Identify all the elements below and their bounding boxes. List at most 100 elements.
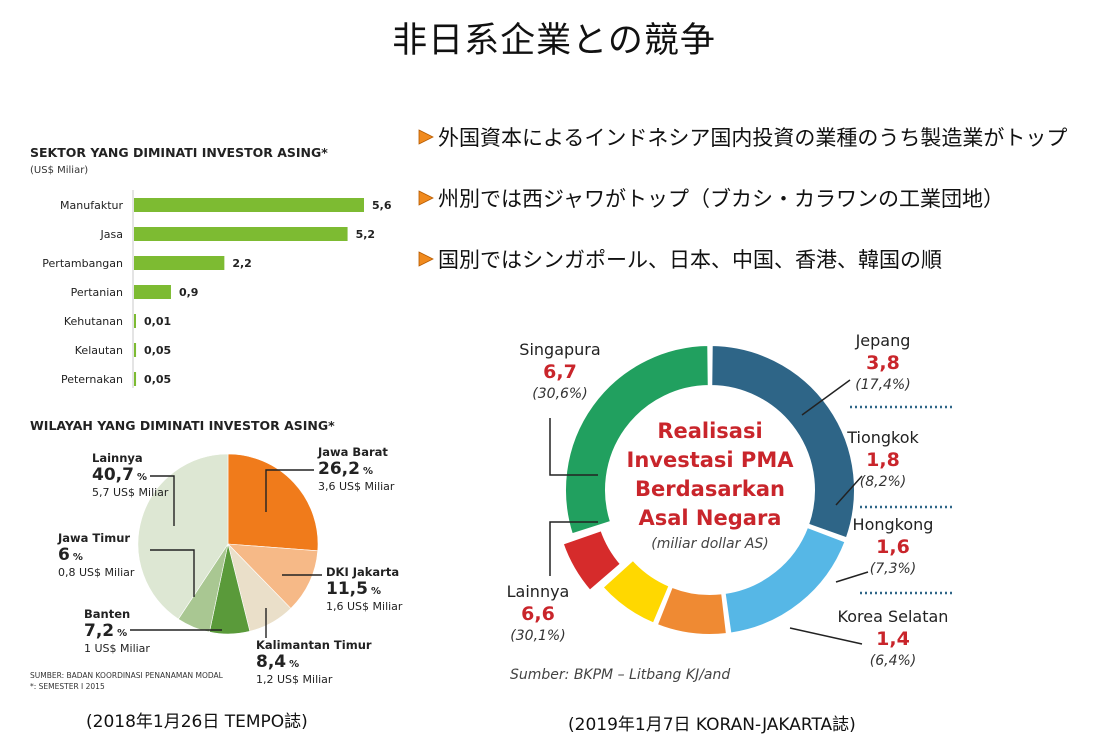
pie-slice-name: Lainnya bbox=[92, 451, 143, 465]
pie-slice-percent: 8,4% bbox=[256, 652, 299, 672]
bar bbox=[134, 372, 137, 386]
bar-category-label: Pertambangan bbox=[42, 257, 123, 270]
bar-category-label: Kelautan bbox=[75, 344, 123, 357]
bar bbox=[134, 198, 364, 212]
donut-center-title: Asal Negara bbox=[639, 506, 782, 530]
donut-slice-value: 3,8 bbox=[866, 352, 900, 374]
donut-center-title: Berdasarkan bbox=[635, 477, 785, 501]
pie-slice-percent: 6% bbox=[58, 545, 83, 565]
pie-slice-name: Kalimantan Timur bbox=[256, 638, 372, 652]
donut-slice-value: 1,4 bbox=[876, 628, 910, 650]
bar-category-label: Jasa bbox=[100, 228, 123, 241]
donut-leader-line bbox=[835, 475, 863, 506]
donut-leader-line bbox=[835, 571, 869, 583]
donut-slice bbox=[723, 525, 847, 635]
bar-chart-title: SEKTOR YANG DIMINATI INVESTOR ASING* bbox=[30, 145, 328, 160]
koran-jakarta-infographic: Singapura 6,7 (30,6%) Jepang 3,8 (17,4%) Tiong… bbox=[507, 331, 955, 683]
donut-labels: Singapura 6,7 (30,6%) Jepang 3,8 (17,4%) Tiong… bbox=[507, 331, 949, 669]
donut-slice bbox=[564, 343, 710, 536]
donut-slice-value: 1,8 bbox=[866, 449, 900, 471]
bar-category-label: Manufaktur bbox=[60, 199, 123, 212]
pie-source: SUMBER: BADAN KOORDINASI PENANAMAN MODAL bbox=[30, 671, 224, 680]
bar-value-label: 0,01 bbox=[144, 315, 171, 328]
donut-slice bbox=[601, 558, 671, 625]
pie-leader-line bbox=[150, 549, 195, 597]
donut-slice-percent: (30,1%) bbox=[510, 628, 565, 644]
pie-slice-usd: 5,7 US$ Miliar bbox=[92, 486, 169, 499]
pie-slice-usd: 3,6 US$ Miliar bbox=[318, 480, 395, 493]
donut-slice-name: Korea Selatan bbox=[838, 607, 949, 626]
bullet-item: 州別では西ジャワがトップ（ブカシ・カラワンの工業団地） bbox=[418, 183, 1004, 213]
donut-center-subtitle: (miliar dollar AS) bbox=[651, 536, 769, 552]
bar-chart: Manufaktur 5,6 Jasa 5,2 Pertambangan 2,2 Perta… bbox=[42, 198, 392, 386]
donut-slice-percent: (6,4%) bbox=[870, 653, 917, 669]
pie-slice-usd: 0,8 US$ Miliar bbox=[58, 566, 135, 579]
donut-slice-name: Jepang bbox=[855, 331, 911, 350]
donut-slice-name: Lainnya bbox=[507, 582, 570, 601]
donut-leader-line bbox=[549, 521, 598, 576]
pie-slice bbox=[227, 543, 319, 609]
bar bbox=[134, 285, 171, 299]
donut-slice bbox=[561, 528, 623, 593]
donut-slice-value: 1,6 bbox=[876, 536, 910, 558]
bullet-item: 国別ではシンガポール、日本、中国、香港、韓国の順 bbox=[418, 244, 942, 274]
bar-category-label: Peternakan bbox=[61, 373, 123, 386]
donut-slice bbox=[655, 585, 729, 636]
donut-leader-line bbox=[789, 627, 863, 645]
bar bbox=[134, 343, 137, 357]
tempo-infographic: SEKTOR YANG DIMINATI INVESTOR ASING* (US… bbox=[30, 145, 403, 691]
bar bbox=[134, 256, 225, 270]
page-title: 非日系企業との競争 bbox=[392, 21, 716, 61]
donut-slice-name: Hongkong bbox=[853, 515, 934, 534]
bar-value-label: 2,2 bbox=[232, 257, 252, 270]
donut-slice bbox=[710, 343, 856, 540]
pie-slice-usd: 1,2 US$ Miliar bbox=[256, 673, 333, 686]
pie-leader-line bbox=[150, 475, 175, 526]
donut-center-title: Investasi PMA bbox=[627, 448, 795, 472]
pie-slice-name: Jawa Barat bbox=[317, 445, 388, 459]
pie-leader-line bbox=[265, 469, 314, 512]
donut-slice-value: 6,7 bbox=[543, 361, 577, 383]
pie-slice-percent: 40,7% bbox=[92, 465, 147, 485]
bar bbox=[134, 314, 136, 328]
pie-slice-usd: 1,6 US$ Miliar bbox=[326, 600, 403, 613]
bar-value-label: 0,9 bbox=[179, 286, 199, 299]
pie-chart-title: WILAYAH YANG DIMINATI INVESTOR ASING* bbox=[30, 418, 335, 433]
donut-source: Sumber: BKPM – Litbang KJ/and bbox=[510, 667, 730, 683]
pie-slice-name: Banten bbox=[84, 607, 130, 621]
donut-leader-lines bbox=[549, 379, 955, 645]
bullet-arrow-icon bbox=[418, 190, 434, 206]
pie-slice-name: Jawa Timur bbox=[57, 531, 130, 545]
bar-value-label: 5,2 bbox=[356, 228, 376, 241]
pie-note: *: SEMESTER I 2015 bbox=[30, 682, 105, 691]
donut-leader-line bbox=[801, 379, 851, 416]
bullet-arrow-icon bbox=[418, 129, 434, 145]
donut-slice-percent: (8,2%) bbox=[860, 474, 907, 490]
bullet-text: 国別ではシンガポール、日本、中国、香港、韓国の順 bbox=[438, 248, 942, 272]
donut-slice-value: 6,6 bbox=[521, 603, 555, 625]
bullet-arrow-icon bbox=[418, 251, 434, 267]
bullet-text: 外国資本によるインドネシア国内投資の業種のうち製造業がトップ bbox=[438, 126, 1068, 150]
donut-center-title: Realisasi bbox=[657, 419, 762, 443]
region-pie-chart bbox=[137, 453, 319, 635]
donut-slice-percent: (7,3%) bbox=[870, 561, 917, 577]
pie-slice-usd: 1 US$ Miliar bbox=[84, 642, 150, 655]
donut-leader-line bbox=[549, 418, 598, 476]
bar-chart-subtitle: (US$ Miliar) bbox=[30, 165, 88, 176]
right-caption: (2019年1月7日 KORAN-JAKARTA誌) bbox=[568, 715, 856, 735]
donut-slice-percent: (30,6%) bbox=[532, 386, 587, 402]
bar bbox=[134, 227, 348, 241]
bullet-item: 外国資本によるインドネシア国内投資の業種のうち製造業がトップ bbox=[418, 122, 1067, 152]
donut-slice-percent: (17,4%) bbox=[855, 377, 910, 393]
bar-value-label: 0,05 bbox=[144, 344, 171, 357]
pie-slice-percent: 26,2% bbox=[318, 459, 373, 479]
pie-slice-percent: 11,5% bbox=[326, 579, 381, 599]
bullet-text: 州別では西ジャワがトップ（ブカシ・カラワンの工業団地） bbox=[438, 187, 1004, 211]
bar-value-label: 0,05 bbox=[144, 373, 171, 386]
pie-slice-percent: 7,2% bbox=[84, 621, 127, 641]
left-caption: (2018年1月26日 TEMPO誌) bbox=[86, 712, 308, 732]
country-donut-chart bbox=[561, 343, 856, 636]
pie-slice bbox=[227, 453, 319, 552]
pie-slice bbox=[137, 453, 229, 620]
